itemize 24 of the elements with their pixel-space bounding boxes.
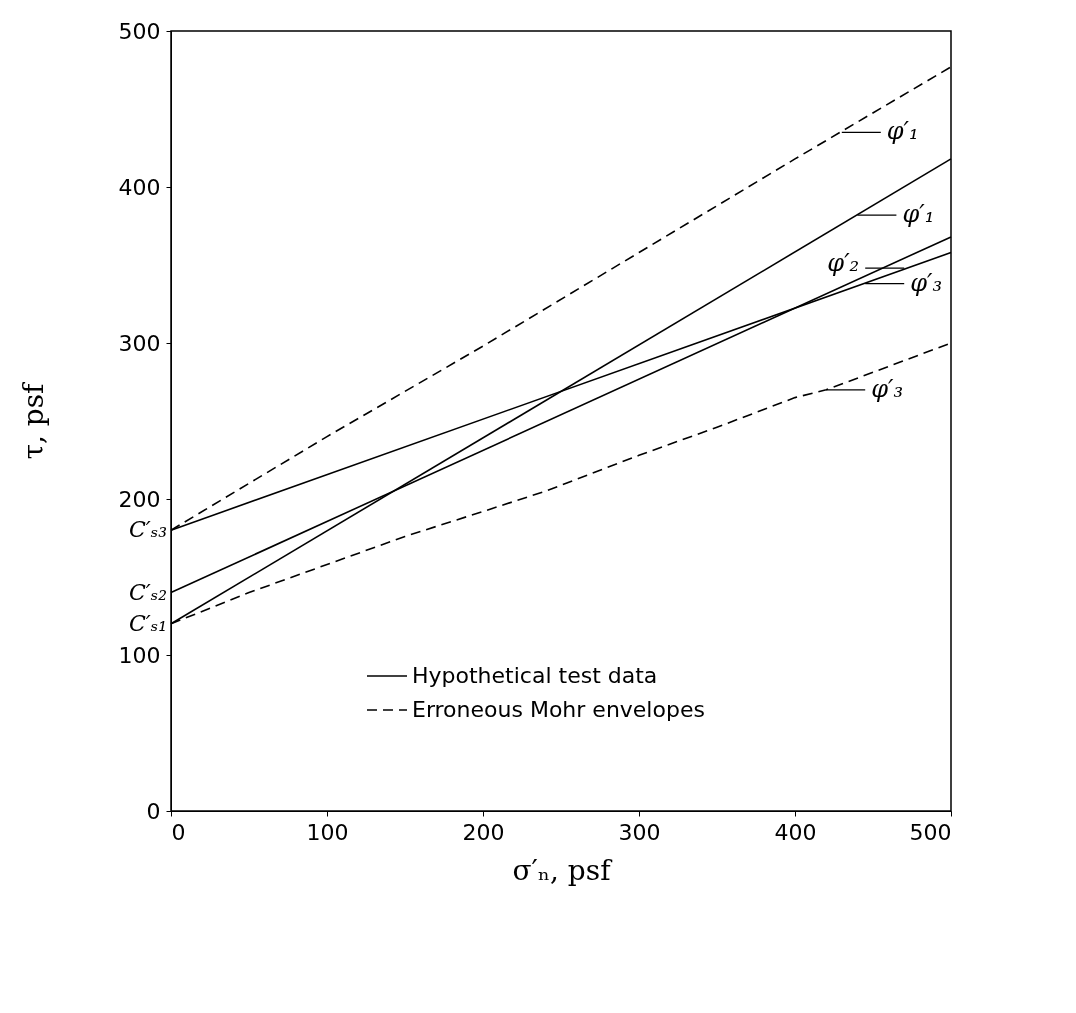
- x-tick-label: 200: [462, 819, 505, 845]
- annotation: C′ₛ₂: [128, 579, 167, 605]
- legend-label: Erroneous Mohr envelopes: [412, 697, 705, 722]
- y-tick-label: 200: [118, 486, 161, 512]
- x-tick-label: 300: [618, 819, 661, 845]
- y-tick-label: 400: [118, 174, 161, 200]
- annotation: φ′₃: [910, 268, 943, 297]
- y-tick-label: 500: [118, 18, 161, 44]
- y-axis-title: τ, psf: [16, 380, 50, 460]
- legend-label: Hypothetical test data: [412, 663, 658, 688]
- x-tick-label: 100: [306, 819, 349, 845]
- annotation: φ′₂: [827, 249, 860, 278]
- annotation: φ′₁: [886, 117, 919, 146]
- annotation: φ′₁: [902, 200, 935, 229]
- x-axis-title: σ′ₙ, psf: [512, 853, 614, 887]
- x-tick-label: 500: [909, 819, 952, 845]
- x-tick-label: 400: [774, 819, 817, 845]
- annotation: C′ₛ₁: [128, 610, 167, 636]
- y-tick-label: 300: [118, 330, 161, 356]
- y-tick-label: 100: [118, 642, 161, 668]
- x-tick-label: 0: [171, 819, 186, 845]
- y-tick-label: 0: [146, 798, 161, 824]
- annotation: C′ₛ₃: [128, 517, 167, 543]
- annotation: φ′₃: [871, 374, 904, 403]
